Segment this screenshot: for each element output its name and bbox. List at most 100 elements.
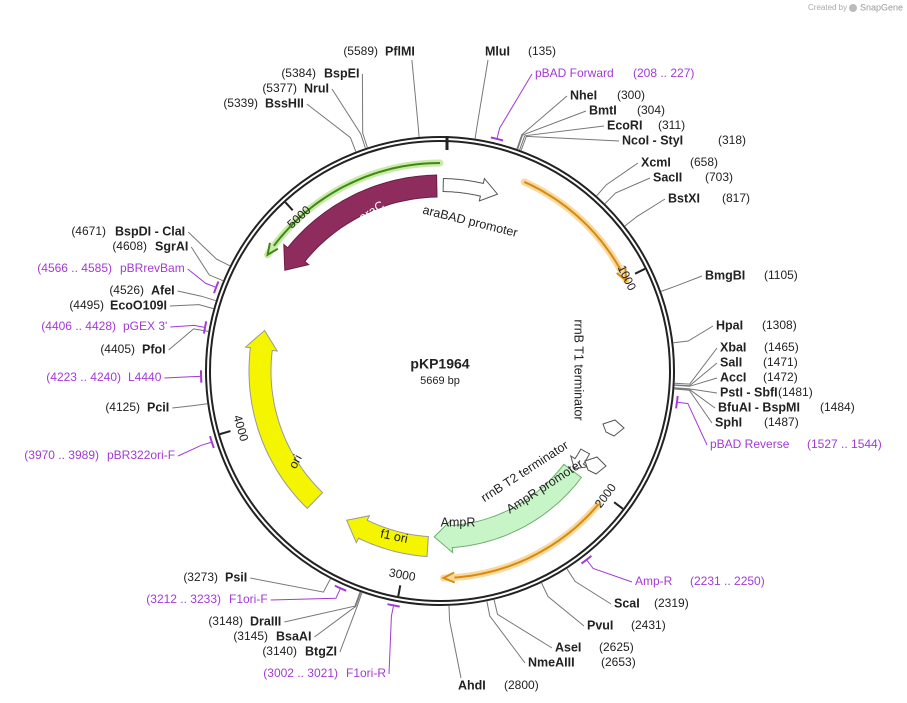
site-position: (2625) xyxy=(599,640,634,654)
site-position: (4125) xyxy=(105,400,140,414)
site-position: (311) xyxy=(658,118,685,132)
site-name: AfeI xyxy=(151,283,175,297)
primer-leader xyxy=(586,560,633,583)
site-leader xyxy=(486,601,526,664)
site-position: (2319) xyxy=(654,596,689,610)
site-leader xyxy=(596,162,639,197)
site-leader xyxy=(190,246,224,282)
site-leader xyxy=(493,599,553,649)
site-leader xyxy=(411,59,420,137)
site-name: PfoI xyxy=(142,342,166,356)
site-leader xyxy=(306,103,357,152)
site-position: (1105) xyxy=(764,268,798,282)
site-name: BsaAI xyxy=(276,629,311,643)
arac xyxy=(283,174,438,271)
arac-range-head xyxy=(266,242,279,257)
feature-label: f1 ori xyxy=(379,527,409,546)
t1-terminator xyxy=(602,419,625,437)
primer-leader xyxy=(270,588,341,601)
site-position: (300) xyxy=(617,88,645,102)
feature-label: AmpR xyxy=(441,515,476,529)
site-position: (4608) xyxy=(112,239,147,253)
scale-tick xyxy=(397,585,402,597)
site-position: (5339) xyxy=(223,96,258,110)
site-name: BspDI - ClaI xyxy=(115,224,185,238)
site-position: (1484) xyxy=(820,400,855,414)
arac-range xyxy=(273,162,441,247)
site-name: AhdI xyxy=(458,678,486,692)
primer-mark xyxy=(209,435,215,449)
site-leader xyxy=(660,275,703,292)
primer-range: (3002 .. 3021) xyxy=(263,666,338,680)
site-leader xyxy=(361,73,368,148)
feature-label: araBAD promoter xyxy=(421,203,519,240)
backbone-gap xyxy=(207,138,673,604)
site-position: (4526) xyxy=(109,283,144,297)
site-leader xyxy=(339,592,363,653)
f1-ori xyxy=(345,515,429,558)
site-position: (135) xyxy=(528,44,556,58)
site-position: (4671) xyxy=(71,224,106,238)
site-position: (318) xyxy=(718,133,746,147)
site-name: BmgBI xyxy=(705,268,745,282)
plasmid-name: pKP1964 xyxy=(410,356,469,372)
primer-mark xyxy=(580,555,593,565)
site-name: HpaI xyxy=(716,318,743,332)
primer-name: F1ori-R xyxy=(346,666,386,680)
site-position: (3273) xyxy=(183,570,218,584)
primer-name: pGEX 3' xyxy=(123,319,167,333)
site-leader xyxy=(517,110,587,150)
site-name: SacII xyxy=(653,170,682,184)
primer-range: (3970 .. 3989) xyxy=(24,448,99,462)
primer-name: L4440 xyxy=(128,370,162,384)
brand: SnapGene xyxy=(860,2,903,12)
primer-mark xyxy=(387,603,400,608)
site-position: (3148) xyxy=(208,614,243,628)
site-name: XbaI xyxy=(720,340,746,354)
site-name: AccI xyxy=(720,370,746,384)
site-name: PsiI xyxy=(225,570,247,584)
site-name: SalI xyxy=(720,355,742,369)
site-leader xyxy=(187,231,231,267)
site-position: (2653) xyxy=(601,655,636,669)
scale-tick xyxy=(634,267,646,275)
site-leader xyxy=(624,198,666,227)
site-name: PvuI xyxy=(587,618,613,632)
primer-leader xyxy=(677,401,708,446)
site-leader xyxy=(177,290,216,302)
feature-label: rrnB T1 terminator xyxy=(572,319,586,420)
site-position: (5384) xyxy=(281,66,316,80)
site-position: (3140) xyxy=(262,644,297,658)
site-leader xyxy=(566,568,612,605)
site-leader xyxy=(474,59,489,139)
site-position: (3145) xyxy=(233,629,268,643)
site-position: (658) xyxy=(690,155,718,169)
primer-leader xyxy=(177,441,212,457)
site-position: (2800) xyxy=(504,678,539,692)
ampr-promoter xyxy=(569,448,591,470)
ampr-range-head xyxy=(441,571,456,584)
site-leader xyxy=(674,377,718,387)
site-name: XcmI xyxy=(641,155,671,169)
site-leader xyxy=(674,347,718,385)
primer-name: pBR322ori-F xyxy=(107,448,175,462)
primer-name: pBAD Reverse xyxy=(710,437,790,451)
scale-tick xyxy=(219,430,231,436)
primer-leader xyxy=(496,73,533,139)
pbad-range-halo xyxy=(520,178,630,284)
site-position: (2431) xyxy=(631,618,666,632)
site-leader xyxy=(604,177,651,205)
plasmid-length: 5669 bp xyxy=(420,375,460,387)
site-name: BfuAI - BspMI xyxy=(718,400,800,414)
primer-range: (2231 .. 2250) xyxy=(690,574,765,588)
site-name: EcoRI xyxy=(607,118,642,132)
site-leader xyxy=(541,582,585,627)
site-name: PciI xyxy=(147,400,169,414)
site-name: BspEI xyxy=(324,66,359,80)
primer-mark xyxy=(675,395,679,409)
site-leader xyxy=(331,88,366,149)
scale-label: 2000 xyxy=(592,481,619,511)
site-position: (1487) xyxy=(764,415,799,429)
site-position: (4495) xyxy=(69,298,104,312)
